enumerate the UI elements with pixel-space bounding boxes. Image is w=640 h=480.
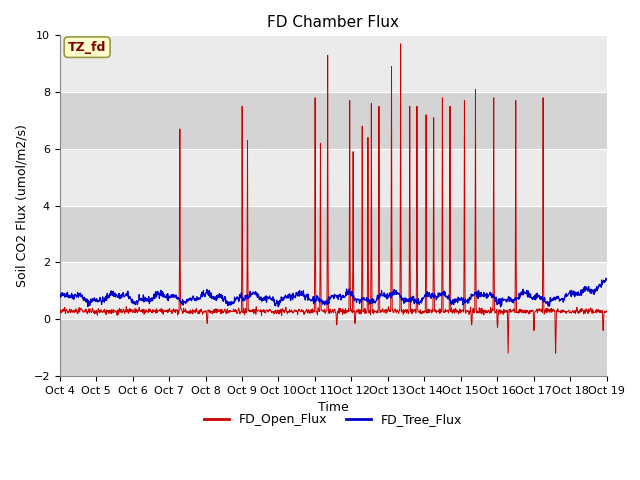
FD_Tree_Flux — [177, 300, 185, 305]
FD_Tree_Flux — [418, 295, 426, 301]
FD_Open_Flux — [603, 309, 611, 314]
FD_Open_Flux — [56, 307, 63, 313]
FD_Open_Flux — [164, 307, 172, 312]
Title: FD Chamber Flux: FD Chamber Flux — [267, 15, 399, 30]
FD_Tree_Flux — [490, 291, 497, 297]
FD_Tree_Flux — [538, 294, 546, 300]
FD_Open_Flux — [397, 41, 404, 47]
FD_Open_Flux — [490, 95, 497, 101]
Text: TZ_fd: TZ_fd — [68, 41, 106, 54]
FD_Open_Flux — [504, 350, 512, 356]
Bar — [60, 205, 607, 263]
FD_Tree_Flux — [56, 294, 63, 300]
FD_Open_Flux — [419, 309, 426, 314]
FD_Tree_Flux — [239, 297, 246, 302]
FD_Open_Flux — [239, 252, 246, 258]
FD_Tree_Flux — [164, 298, 172, 303]
FD_Tree_Flux — [497, 304, 504, 310]
FD_Tree_Flux — [602, 276, 610, 281]
X-axis label: Time: Time — [318, 401, 349, 414]
FD_Tree_Flux — [603, 276, 611, 282]
Bar — [60, 319, 607, 376]
Line: FD_Open_Flux: FD_Open_Flux — [60, 44, 607, 353]
Bar — [60, 92, 607, 149]
Legend: FD_Open_Flux, FD_Tree_Flux: FD_Open_Flux, FD_Tree_Flux — [199, 408, 467, 431]
FD_Open_Flux — [538, 310, 546, 315]
Line: FD_Tree_Flux: FD_Tree_Flux — [60, 278, 607, 307]
Y-axis label: Soil CO2 Flux (umol/m2/s): Soil CO2 Flux (umol/m2/s) — [15, 124, 28, 287]
FD_Open_Flux — [177, 306, 185, 312]
